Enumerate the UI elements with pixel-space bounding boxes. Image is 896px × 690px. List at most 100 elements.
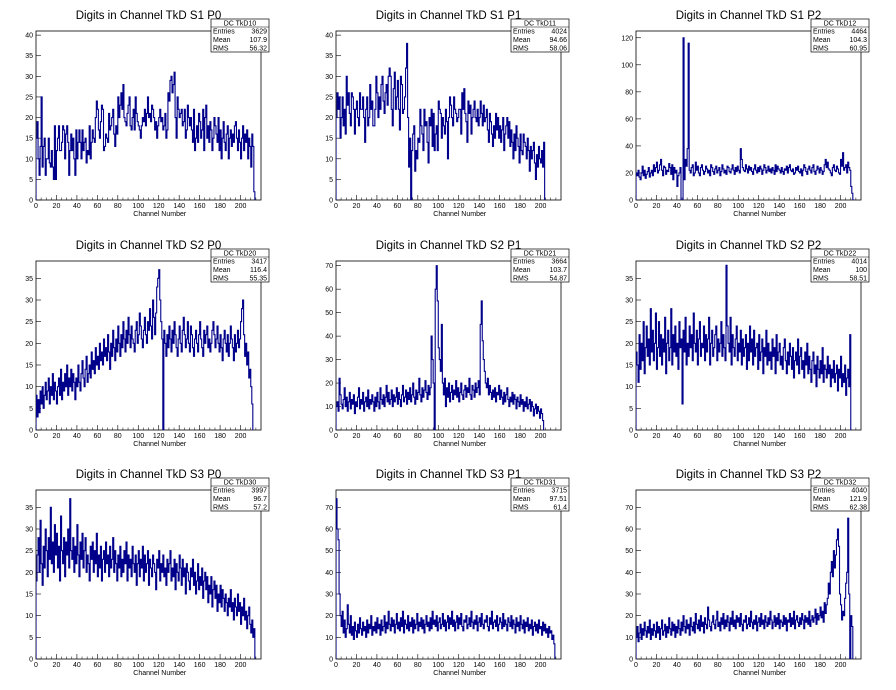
x-tick-label: 80 (414, 203, 422, 210)
stats-value-mean: 97.51 (549, 496, 567, 503)
stats-label-entries: Entries (513, 488, 535, 495)
x-tick-label: 180 (514, 203, 526, 210)
x-tick-label: 60 (93, 662, 101, 669)
histogram-series (636, 517, 854, 659)
stats-label-mean: Mean (213, 267, 231, 274)
stats-label-mean: Mean (513, 37, 531, 44)
x-tick-label: 20 (653, 203, 661, 210)
stats-box-frame (510, 18, 570, 53)
x-tick-label: 100 (432, 433, 444, 440)
histogram-series (636, 37, 855, 200)
stats-label-mean: Mean (213, 496, 231, 503)
stats-label-mean: Mean (513, 496, 531, 503)
histogram-series (336, 265, 545, 430)
y-tick-label: 15 (25, 136, 33, 143)
stats-value-entries: 4464 (851, 29, 867, 36)
y-tick-label: 60 (625, 527, 633, 534)
stats-label-mean: Mean (213, 37, 231, 44)
stats-name: DC TkD20 (224, 251, 257, 258)
x-tick-label: 20 (53, 433, 61, 440)
x-tick-label: 160 (494, 662, 506, 669)
y-tick-label: 0 (29, 657, 33, 664)
stats-value-entries: 3664 (551, 259, 567, 266)
y-tick-label: 15 (25, 363, 33, 370)
x-tick-label: 100 (732, 203, 744, 210)
x-tick-label: 180 (514, 433, 526, 440)
y-tick-label: 100 (621, 62, 633, 69)
x-tick-label: 60 (393, 203, 401, 210)
x-tick-label: 200 (835, 662, 847, 669)
x-tick-label: 60 (693, 433, 701, 440)
x-tick-label: 140 (173, 662, 185, 669)
x-tick-label: 60 (93, 203, 101, 210)
y-tick-label: 70 (325, 505, 333, 512)
stats-box-frame (210, 18, 270, 53)
stats-box-frame (810, 248, 870, 283)
y-tick-label: 0 (29, 198, 33, 205)
stats-label-rms: RMS (213, 276, 229, 283)
y-tick-label: 20 (25, 341, 33, 348)
x-tick-label: 140 (773, 203, 785, 210)
stats-value-mean: 121.9 (849, 496, 867, 503)
x-tick-label: 120 (153, 662, 165, 669)
x-tick-label: 80 (714, 662, 722, 669)
x-tick-label: 160 (494, 203, 506, 210)
stats-value-rms: 58.06 (549, 46, 567, 53)
y-tick-label: 20 (625, 613, 633, 620)
y-tick-label: 0 (329, 428, 333, 435)
stats-name: DC TkD22 (824, 251, 857, 258)
x-tick-label: 200 (235, 433, 247, 440)
y-tick-label: 0 (629, 657, 633, 664)
y-tick-label: 10 (25, 156, 33, 163)
stats-label-entries: Entries (513, 29, 535, 36)
stats-label-entries: Entries (813, 488, 835, 495)
x-tick-label: 120 (753, 203, 765, 210)
stats-name: DC TkD11 (524, 21, 556, 28)
x-tick-label: 60 (693, 203, 701, 210)
y-tick-label: 20 (625, 170, 633, 177)
x-tick-label: 140 (773, 433, 785, 440)
x-tick-label: 100 (432, 203, 444, 210)
x-tick-label: 80 (414, 662, 422, 669)
y-tick-label: 10 (25, 384, 33, 391)
histogram-panel-3: Digits in Channel TkD S1 P2 0 20 40 60 80 100 1… (621, 10, 870, 218)
x-tick-label: 40 (373, 433, 381, 440)
stats-name: DC TkD30 (224, 480, 257, 487)
y-tick-label: 50 (625, 548, 633, 555)
x-tick-label: 80 (114, 203, 122, 210)
x-tick-label: 20 (53, 662, 61, 669)
stats-label-entries: Entries (213, 29, 235, 36)
x-tick-label: 160 (794, 662, 806, 669)
y-tick-label: 25 (25, 319, 33, 326)
stats-box-frame (810, 477, 870, 512)
y-tick-label: 35 (325, 53, 333, 60)
x-tick-label: 120 (153, 203, 165, 210)
panel-title: Digits in Channel TkD S1 P0 (76, 10, 222, 22)
stats-label-mean: Mean (813, 267, 831, 274)
x-axis-label: Channel Number (433, 441, 487, 448)
y-tick-label: 5 (629, 406, 633, 413)
y-tick-label: 60 (625, 116, 633, 123)
stats-value-entries: 3629 (251, 29, 267, 36)
histogram-panel-2: Digits in Channel TkD S1 P10 20 40 60 80 100 1… (325, 10, 570, 218)
x-tick-label: 120 (453, 203, 465, 210)
x-tick-label: 200 (835, 203, 847, 210)
y-tick-label: 40 (25, 33, 33, 40)
y-tick-label: 30 (25, 74, 33, 81)
y-tick-label: 20 (325, 613, 333, 620)
y-tick-label: 30 (25, 298, 33, 305)
y-tick-label: 20 (25, 115, 33, 122)
x-tick-label: 120 (753, 662, 765, 669)
x-tick-label: 20 (653, 433, 661, 440)
y-tick-label: 30 (325, 592, 333, 599)
y-tick-label: 20 (625, 341, 633, 348)
stats-value-rms: 57.2 (253, 505, 267, 512)
histogram-panel-8: Digits in Channel TkD S3 P10 20 40 60 80 100 1… (325, 469, 570, 677)
x-tick-label: 100 (732, 662, 744, 669)
x-tick-label: 0 (34, 433, 38, 440)
y-tick-label: 35 (625, 276, 633, 283)
